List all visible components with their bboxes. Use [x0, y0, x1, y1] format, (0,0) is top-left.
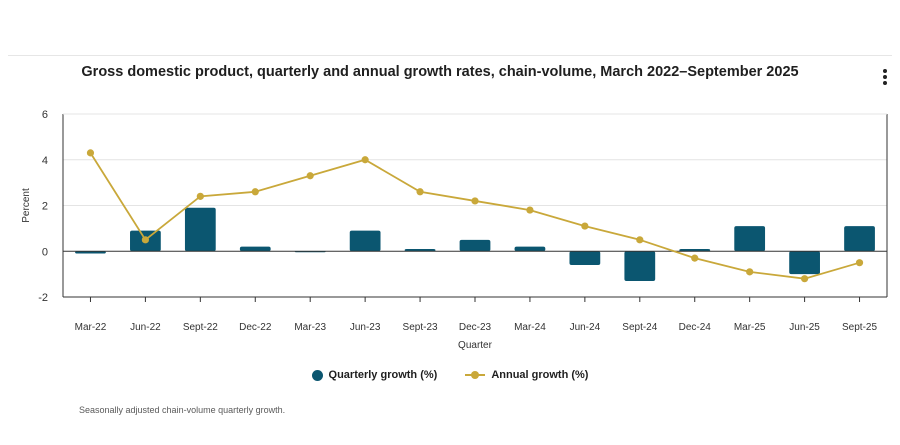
bar: [569, 251, 601, 265]
bar: [349, 230, 381, 252]
kebab-menu-icon[interactable]: [878, 68, 892, 88]
y-tick-label: 6: [42, 109, 48, 121]
y-tick-label: 4: [42, 155, 48, 167]
x-tick-label: Mar-24: [514, 322, 546, 333]
line-point: [691, 254, 699, 262]
y-axis-title: Percent: [21, 188, 32, 223]
y-tick-label: 0: [42, 246, 48, 258]
bar: [624, 251, 656, 281]
line-point: [526, 206, 534, 214]
x-tick-label: Jun-25: [789, 322, 820, 333]
chart-legend: Quarterly growth (%) Annual growth (%): [0, 369, 900, 381]
bar: [844, 226, 875, 252]
bar: [75, 251, 106, 254]
bar: [404, 248, 436, 252]
divider: [8, 55, 892, 56]
line-point: [306, 172, 314, 180]
line-point: [581, 222, 589, 230]
line-point: [636, 236, 644, 244]
x-tick-label: Jun-24: [570, 322, 601, 333]
legend-swatch-annual: [465, 371, 486, 379]
line-point: [416, 188, 424, 196]
x-tick-label: Dec-22: [239, 322, 272, 333]
line-point: [196, 192, 204, 200]
line-point: [746, 268, 754, 276]
bar: [239, 246, 271, 252]
bar: [514, 246, 546, 252]
y-tick-label: 2: [42, 201, 48, 213]
x-tick-label: Sept-23: [403, 322, 438, 333]
x-tick-label: Jun-22: [130, 322, 161, 333]
bar: [459, 239, 491, 252]
x-tick-label: Sept-22: [183, 322, 218, 333]
y-tick-label: -2: [38, 292, 48, 304]
line-point: [251, 188, 259, 196]
chart-title: Gross domestic product, quarterly and an…: [81, 64, 799, 80]
x-tick-label: Sept-24: [622, 322, 657, 333]
bar: [734, 226, 766, 252]
x-tick-label: Dec-24: [679, 322, 712, 333]
legend-item-quarterly[interactable]: Quarterly growth (%): [311, 369, 438, 381]
x-tick-label: Sept-25: [842, 322, 877, 333]
x-axis-title: Quarter: [458, 340, 493, 351]
legend-label-quarterly: Quarterly growth (%): [328, 369, 438, 381]
legend-swatch-quarterly: [311, 369, 323, 381]
line-point: [471, 197, 479, 205]
x-tick-label: Mar-22: [75, 322, 107, 333]
x-tick-label: Mar-25: [734, 322, 766, 333]
footnote: Seasonally adjusted chain-volume quarter…: [79, 405, 286, 415]
line-point: [141, 236, 149, 244]
x-tick-label: Jun-23: [350, 322, 381, 333]
line-point: [86, 149, 95, 157]
bar: [184, 207, 216, 252]
bar: [789, 251, 820, 275]
legend-item-annual[interactable]: Annual growth (%): [465, 369, 588, 381]
legend-label-annual: Annual growth (%): [491, 369, 589, 381]
bar: [679, 248, 711, 252]
line-point: [361, 156, 369, 164]
line-point: [855, 259, 864, 267]
line-point: [801, 275, 809, 283]
x-tick-label: Mar-23: [294, 322, 326, 333]
x-tick-label: Dec-23: [459, 322, 492, 333]
